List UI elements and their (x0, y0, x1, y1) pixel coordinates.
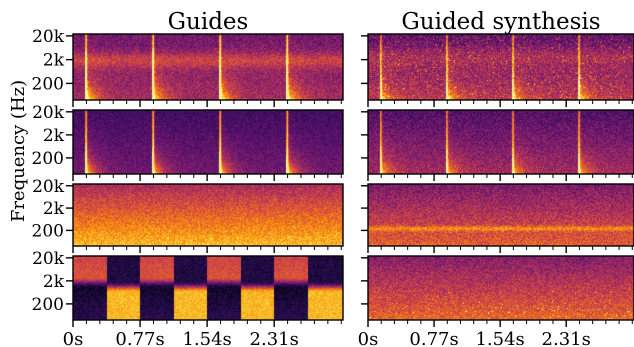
spectrogram-image (73, 184, 343, 246)
y-tick-label: 20k (32, 27, 65, 47)
panel-frame (72, 109, 344, 175)
x-tick-label: 0s (63, 329, 84, 347)
y-tick-label: 20k (32, 177, 65, 197)
panel-4-guides: 20k 2k 200 0s 0.77s 1.54s 2.31s (32, 249, 344, 347)
spectrogram-image (73, 256, 343, 320)
column-title-guided-synthesis: Guided synthesis (401, 9, 600, 35)
y-tick-label: 2k (43, 126, 65, 146)
panel-frame (72, 33, 344, 101)
panel-2-guided-synthesis (361, 109, 634, 181)
spectrogram-image (368, 256, 634, 320)
x-tick-label: 0.77s (115, 329, 164, 347)
panel-frame (367, 255, 634, 321)
y-tick-label: 2k (43, 199, 65, 219)
y-tick-label: 20k (32, 103, 65, 123)
x-tick-label: 0.77s (409, 329, 458, 347)
panel-frame (367, 183, 634, 247)
y-tick-label: 2k (43, 51, 65, 71)
y-axis-label: Frequency (Hz) (8, 80, 29, 222)
y-tick-label: 20k (32, 249, 65, 269)
x-tick-label: 0s (358, 329, 379, 347)
panel-frame (72, 183, 344, 247)
spectrogram-image (368, 110, 634, 174)
x-tick-label: 1.54s (182, 329, 231, 347)
y-tick-label: 200 (32, 295, 64, 315)
spectrogram-image (73, 110, 343, 174)
panel-1-guided-synthesis (361, 33, 634, 107)
panel-1-guides: 20k 2k 200 (32, 27, 344, 107)
panel-2-guides: 20k 2k 200 (32, 103, 344, 181)
y-tick-label: 2k (43, 272, 65, 292)
column-title-guides: Guides (168, 9, 249, 35)
panel-3-guided-synthesis (361, 183, 634, 253)
spectrogram-image (73, 34, 343, 100)
y-tick-label: 200 (32, 149, 64, 169)
y-tick-label: 200 (32, 74, 64, 94)
x-tick-label: 2.31s (542, 329, 591, 347)
spectrogram-image (368, 34, 634, 100)
panel-4-guided-synthesis: 0s 0.77s 1.54s 2.31s (358, 255, 634, 347)
y-tick-label: 200 (32, 221, 64, 241)
panel-frame (367, 109, 634, 175)
panel-frame (367, 33, 634, 101)
x-tick-label: 2.31s (250, 329, 299, 347)
x-tick-label: 1.54s (475, 329, 524, 347)
spectrogram-image (368, 184, 634, 246)
panel-frame (72, 255, 344, 321)
